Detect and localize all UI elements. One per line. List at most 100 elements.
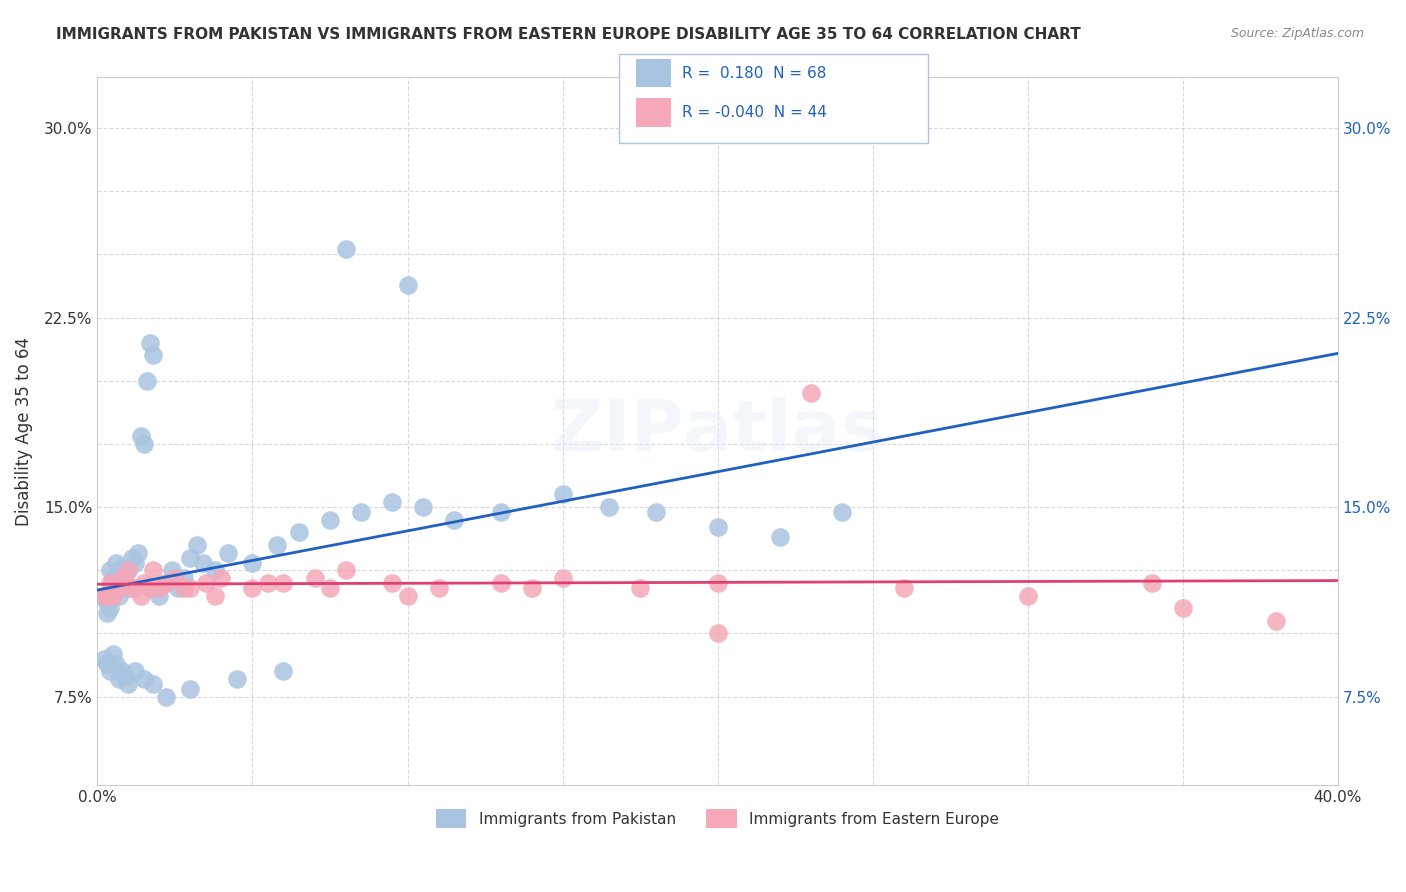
Point bbox=[132, 437, 155, 451]
Point bbox=[98, 563, 121, 577]
Point bbox=[124, 581, 146, 595]
Point bbox=[173, 581, 195, 595]
Point bbox=[204, 589, 226, 603]
Text: Source: ZipAtlas.com: Source: ZipAtlas.com bbox=[1230, 27, 1364, 40]
Point bbox=[105, 575, 128, 590]
Point bbox=[204, 563, 226, 577]
Point bbox=[93, 589, 115, 603]
Point bbox=[520, 581, 543, 595]
Point bbox=[114, 575, 136, 590]
Point bbox=[191, 556, 214, 570]
Point bbox=[108, 589, 131, 603]
Point bbox=[155, 690, 177, 704]
Point bbox=[105, 556, 128, 570]
Point bbox=[129, 589, 152, 603]
Point bbox=[108, 581, 131, 595]
Point bbox=[304, 571, 326, 585]
Point bbox=[396, 277, 419, 292]
Point bbox=[114, 578, 136, 592]
Point bbox=[319, 513, 342, 527]
Point bbox=[335, 563, 357, 577]
Point bbox=[489, 505, 512, 519]
Point bbox=[288, 525, 311, 540]
Point bbox=[211, 571, 233, 585]
Point bbox=[121, 581, 143, 595]
Point bbox=[257, 575, 280, 590]
Point bbox=[242, 581, 264, 595]
Point bbox=[124, 556, 146, 570]
Point bbox=[142, 348, 165, 362]
Point bbox=[101, 589, 124, 603]
Point bbox=[706, 626, 728, 640]
Y-axis label: Disability Age 35 to 64: Disability Age 35 to 64 bbox=[15, 337, 32, 525]
Text: IMMIGRANTS FROM PAKISTAN VS IMMIGRANTS FROM EASTERN EUROPE DISABILITY AGE 35 TO : IMMIGRANTS FROM PAKISTAN VS IMMIGRANTS F… bbox=[56, 27, 1081, 42]
Point bbox=[273, 665, 295, 679]
Point bbox=[139, 581, 162, 595]
Point bbox=[111, 560, 134, 574]
Point bbox=[644, 505, 666, 519]
Point bbox=[628, 581, 651, 595]
Point bbox=[155, 575, 177, 590]
Text: R =  0.180  N = 68: R = 0.180 N = 68 bbox=[682, 66, 827, 80]
Point bbox=[412, 500, 434, 514]
Point bbox=[96, 657, 118, 671]
Point bbox=[155, 575, 177, 590]
Point bbox=[167, 581, 190, 595]
Point bbox=[108, 581, 131, 595]
Point bbox=[96, 606, 118, 620]
Point bbox=[114, 568, 136, 582]
Point bbox=[598, 500, 620, 514]
Point bbox=[706, 575, 728, 590]
Point bbox=[148, 581, 170, 595]
Point bbox=[173, 571, 195, 585]
Point bbox=[160, 563, 183, 577]
Point bbox=[129, 429, 152, 443]
Point bbox=[111, 571, 134, 585]
Point bbox=[489, 575, 512, 590]
Point bbox=[381, 495, 404, 509]
Point bbox=[1017, 589, 1039, 603]
Point bbox=[335, 242, 357, 256]
Point bbox=[101, 581, 124, 595]
Point bbox=[142, 563, 165, 577]
Point bbox=[443, 513, 465, 527]
Point bbox=[117, 581, 139, 595]
Point bbox=[242, 556, 264, 570]
Point bbox=[831, 505, 853, 519]
Point bbox=[96, 589, 118, 603]
Point bbox=[121, 550, 143, 565]
Point bbox=[179, 581, 201, 595]
Point bbox=[98, 665, 121, 679]
Point bbox=[101, 571, 124, 585]
Point bbox=[427, 581, 450, 595]
Point bbox=[1171, 601, 1194, 615]
Point bbox=[136, 374, 159, 388]
Point bbox=[96, 596, 118, 610]
Legend: Immigrants from Pakistan, Immigrants from Eastern Europe: Immigrants from Pakistan, Immigrants fro… bbox=[430, 803, 1005, 834]
Point bbox=[551, 571, 574, 585]
Point bbox=[179, 550, 201, 565]
Point bbox=[179, 681, 201, 696]
Point bbox=[800, 386, 823, 401]
Point bbox=[114, 669, 136, 683]
Point bbox=[319, 581, 342, 595]
Point bbox=[108, 672, 131, 686]
Point bbox=[111, 665, 134, 679]
Point bbox=[124, 665, 146, 679]
Text: R = -0.040  N = 44: R = -0.040 N = 44 bbox=[682, 105, 827, 120]
Point bbox=[148, 589, 170, 603]
Point bbox=[127, 545, 149, 559]
Point bbox=[706, 520, 728, 534]
Point bbox=[381, 575, 404, 590]
Point bbox=[101, 647, 124, 661]
Point bbox=[551, 487, 574, 501]
Point bbox=[105, 581, 128, 595]
Point bbox=[1264, 614, 1286, 628]
Point bbox=[98, 601, 121, 615]
Point bbox=[98, 575, 121, 590]
Point bbox=[93, 651, 115, 665]
Text: ZIP​atlas: ZIP​atlas bbox=[551, 397, 883, 466]
Point bbox=[1140, 575, 1163, 590]
Point bbox=[186, 538, 208, 552]
Point bbox=[111, 571, 134, 585]
